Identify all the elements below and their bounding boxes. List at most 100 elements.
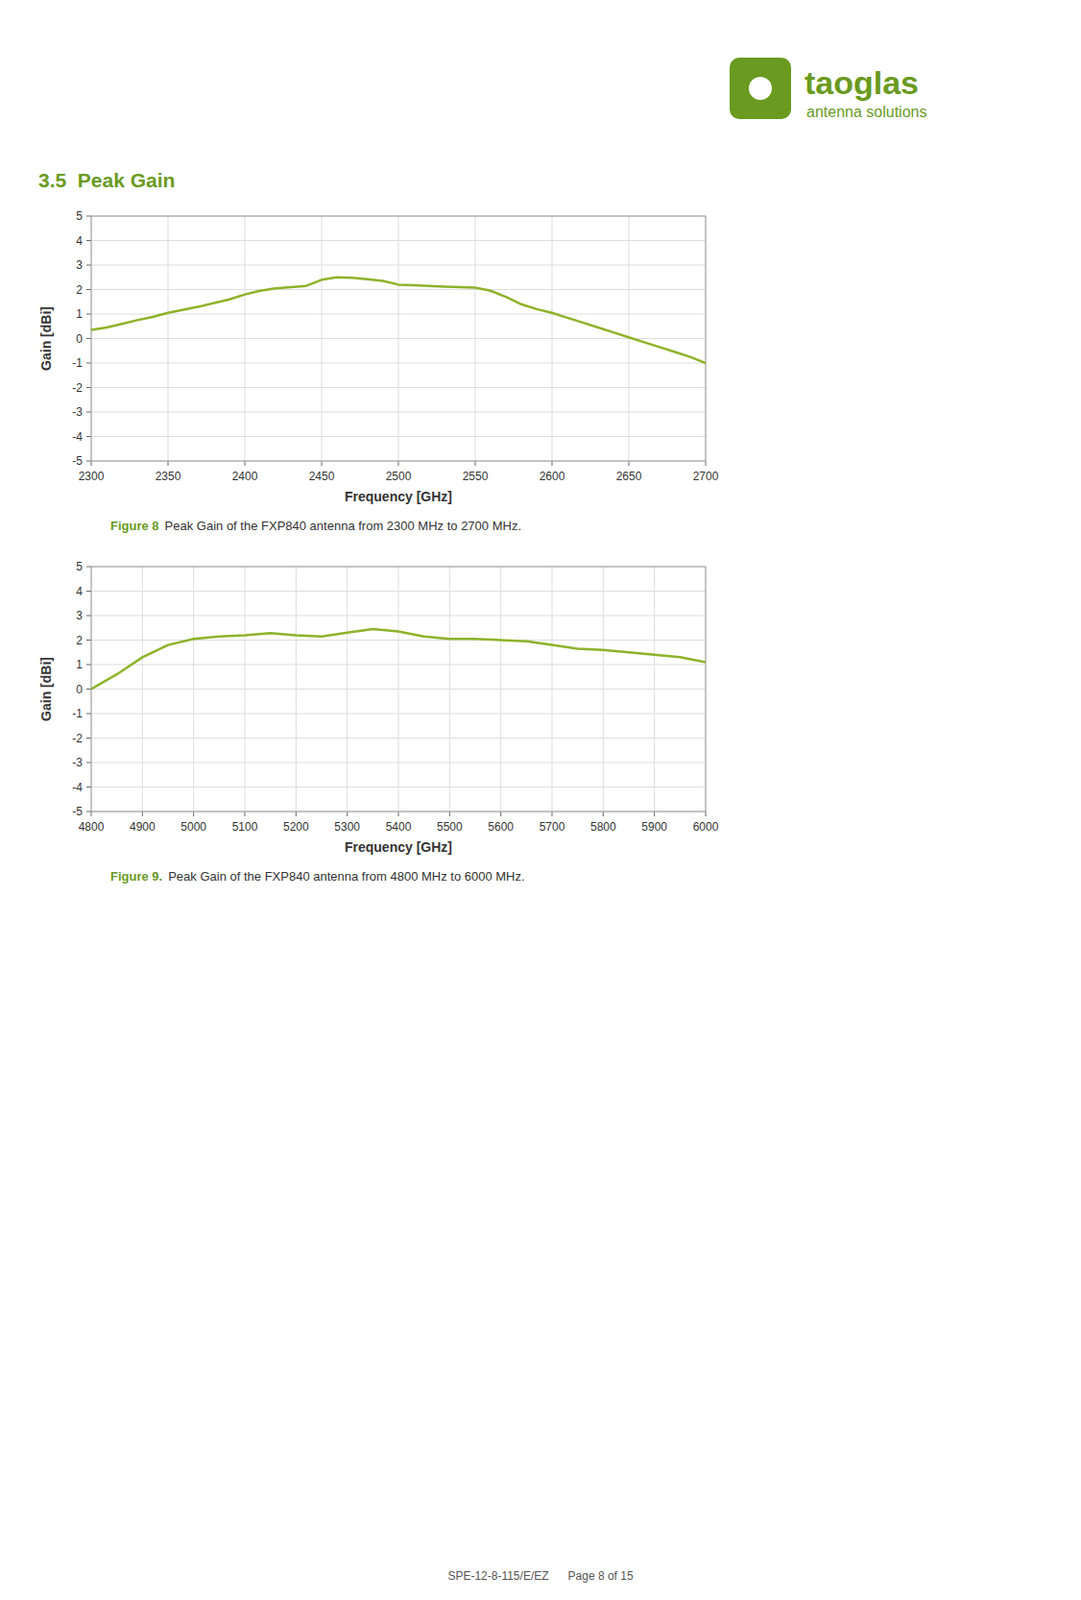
grid-line-y xyxy=(91,615,706,617)
tick-x xyxy=(628,460,630,466)
chart: 230023502400245025002550260026502700-5-4… xyxy=(38,209,720,533)
tick-label-x: 5800 xyxy=(590,819,617,834)
plot-frame xyxy=(91,216,706,461)
grid-line-y xyxy=(91,240,706,241)
tick-label-x: 2550 xyxy=(462,469,489,483)
data-line xyxy=(91,277,706,363)
tick-label-y: -3 xyxy=(72,755,83,769)
tick-label-y: 1 xyxy=(75,307,83,321)
tick-x xyxy=(475,460,477,466)
tick-x xyxy=(244,811,246,817)
tick-label-x: 5700 xyxy=(539,819,566,834)
x-axis-label: Frequency [GHz] xyxy=(344,488,453,505)
tick-y xyxy=(86,240,92,241)
tick-y xyxy=(86,786,92,788)
tick-label-x: 2700 xyxy=(693,469,720,483)
footer: SPE-12-8-115/E/EZ Page 8 of 15 xyxy=(447,1568,634,1583)
tick-x xyxy=(398,460,400,466)
tick-x xyxy=(602,811,604,817)
tick-label-x: 2500 xyxy=(385,469,412,483)
tick-y xyxy=(86,288,92,290)
tick-y xyxy=(86,762,92,764)
tick-y xyxy=(86,615,92,617)
grid-line-y xyxy=(91,386,706,388)
tick-y xyxy=(86,411,92,413)
tick-label-y: -1 xyxy=(72,356,83,370)
plot-area xyxy=(91,566,706,812)
caption-label: Figure 9. xyxy=(110,868,163,884)
tick-y xyxy=(86,664,92,666)
tick-y xyxy=(86,566,92,568)
tick-label-y: 2 xyxy=(75,633,83,648)
tick-y xyxy=(86,639,92,641)
tick-label-y: 3 xyxy=(75,608,83,623)
grid-line-y xyxy=(91,737,706,739)
tick-x xyxy=(91,811,93,817)
caption-text: Peak Gain of the FXP840 antenna from 230… xyxy=(165,518,522,533)
plot-area xyxy=(91,216,706,461)
tick-label-y: -3 xyxy=(72,405,83,419)
tick-label-x: 5400 xyxy=(385,819,412,834)
y-axis-label: Gain [dBi] xyxy=(38,306,54,371)
tick-y xyxy=(86,688,92,690)
tick-x xyxy=(398,811,400,817)
grid-line-y xyxy=(91,264,706,266)
tick-label-x: 5900 xyxy=(641,819,668,834)
tick-y xyxy=(86,337,92,339)
tick-y xyxy=(86,737,92,739)
tick-y xyxy=(86,264,92,266)
tick-label-x: 5000 xyxy=(180,819,207,834)
tick-label-y: -5 xyxy=(72,454,83,468)
tick-label-y: -2 xyxy=(72,731,83,745)
tick-y xyxy=(86,362,92,364)
grid-line-y xyxy=(91,713,706,715)
tick-label-y: -2 xyxy=(72,381,83,395)
tick-label-x: 5300 xyxy=(334,819,361,834)
tick-y xyxy=(86,386,92,388)
grid-line-y xyxy=(91,435,706,437)
tick-y xyxy=(86,811,92,813)
caption: Figure 9.Peak Gain of the FXP840 antenna… xyxy=(110,868,526,884)
tick-label-x: 6000 xyxy=(693,819,720,834)
background xyxy=(0,0,1081,1600)
grid-line-y xyxy=(91,288,706,290)
tick-x xyxy=(705,811,707,817)
y-axis-label: Gain [dBi] xyxy=(38,656,54,721)
tick-label-x: 5600 xyxy=(487,819,514,834)
grid-line-y xyxy=(91,664,706,666)
tick-x xyxy=(552,811,553,817)
caption: Figure 8 Peak Gain of the FXP840 antenna … xyxy=(110,518,522,533)
tick-label-x: 2350 xyxy=(155,469,182,483)
logo-icon-dot xyxy=(748,76,772,100)
tick-y xyxy=(86,216,92,217)
grid-line-y xyxy=(91,362,706,364)
tick-label-x: 4900 xyxy=(129,819,156,834)
tick-x xyxy=(552,460,553,466)
tick-label-x: 2650 xyxy=(616,469,643,483)
tick-y xyxy=(86,460,92,462)
tick-label-x: 5100 xyxy=(232,819,259,834)
tick-label-x: 4800 xyxy=(78,819,105,834)
tick-x xyxy=(192,811,194,817)
tick-label-y: 4 xyxy=(75,584,83,599)
tick-label-y: 5 xyxy=(75,209,83,223)
tick-label-y: 1 xyxy=(75,657,83,672)
tick-x xyxy=(346,811,348,817)
plot-frame xyxy=(91,566,706,812)
logo-subtitle: antenna solutions xyxy=(806,103,927,121)
tick-x xyxy=(295,811,297,817)
x-axis-label: Frequency [GHz] xyxy=(344,839,453,855)
marks xyxy=(91,277,706,363)
tick-label-y: -4 xyxy=(72,430,83,444)
tick-x xyxy=(653,811,655,817)
tick-x xyxy=(142,811,144,817)
tick-label-y: 4 xyxy=(75,234,83,248)
tick-label-y: 0 xyxy=(75,682,83,697)
caption-label: Figure 8 xyxy=(110,518,160,533)
marks xyxy=(91,628,706,689)
tick-label-x: 2450 xyxy=(309,469,336,483)
tick-label-x: 5500 xyxy=(436,819,463,834)
tick-x xyxy=(244,460,246,466)
logo-icon xyxy=(729,57,792,120)
tick-label-y: 3 xyxy=(75,258,83,272)
